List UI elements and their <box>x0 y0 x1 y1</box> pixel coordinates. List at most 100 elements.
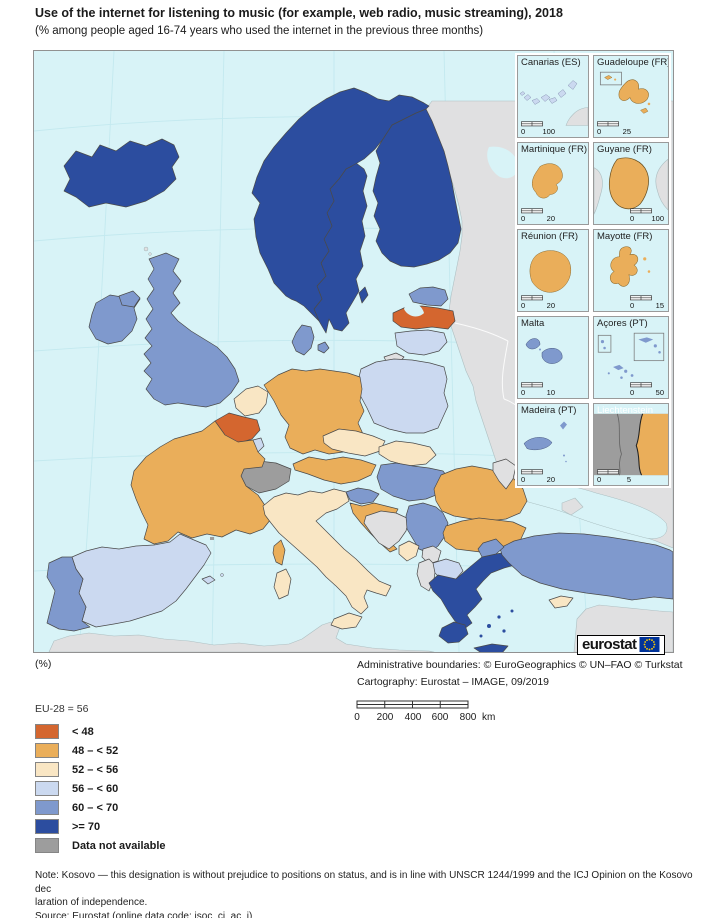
country-serbia <box>405 502 449 554</box>
country-montenegro <box>398 540 420 562</box>
inset-panel: Canarias (ES) 0 100 Guadeloupe (FR) <box>515 53 671 488</box>
country-estonia <box>408 286 449 307</box>
country-norway <box>251 87 430 322</box>
inset-map-guyane <box>594 157 668 215</box>
inset-label: Madeira (PT) <box>521 405 577 416</box>
country-finland <box>372 108 462 268</box>
legend-label: 48 – < 52 <box>72 744 119 757</box>
inset-scalebar: 0 10 <box>521 381 555 397</box>
sub-inset-box <box>597 334 612 353</box>
mayotte-main <box>609 246 639 287</box>
legend-label: < 48 <box>72 725 94 738</box>
gulf-of-riga <box>404 302 424 317</box>
greek-islands <box>479 609 514 638</box>
border-line <box>616 413 622 476</box>
inset-guyane: Guyane (FR) 0 100 <box>593 142 669 225</box>
country-austria <box>292 456 377 485</box>
credits-cartography: Cartography: Eurostat – IMAGE, 09/2019 <box>357 676 550 688</box>
country-united-kingdom <box>143 252 240 408</box>
inset-azores: Açores (PT) 0 50 <box>593 316 669 399</box>
inset-map-liechtenstein <box>594 413 668 476</box>
inset-scalebar: 0 20 <box>521 468 555 484</box>
legend-row: 48 – < 52 <box>35 741 166 760</box>
gozo <box>525 338 541 350</box>
country-iceland <box>63 138 180 208</box>
inset-map-canarias <box>519 80 588 126</box>
legend-row: >= 70 <box>35 817 166 836</box>
sub-inset-box <box>599 71 622 86</box>
inset-malta: Malta 0 10 <box>517 316 589 399</box>
footnotes: Note: Kosovo — this designation is witho… <box>35 869 705 918</box>
eurostat-logo: eurostat <box>577 635 666 655</box>
country-denmark <box>291 324 330 356</box>
inset-label: Mayotte (FR) <box>597 231 653 242</box>
legend-swatch <box>35 800 59 815</box>
europe-map: Canarias (ES) 0 100 Guadeloupe (FR) <box>33 50 674 653</box>
inset-mayotte: Mayotte (FR) 0 15 <box>593 229 669 312</box>
country-bosnia <box>363 510 410 550</box>
country-turkey <box>477 532 673 601</box>
scalebar-unit: km <box>482 712 496 723</box>
inset-map-martinique <box>532 163 563 199</box>
inset-reunion: Réunion (FR) 0 20 <box>517 229 589 312</box>
map-scalebar <box>356 700 469 709</box>
inset-scalebar: 0 50 <box>630 381 664 397</box>
note-line1: Note: Kosovo — this designation is witho… <box>35 870 693 895</box>
page-subtitle: (% among people aged 16-74 years who use… <box>35 25 484 37</box>
eu-flag-icon <box>639 637 660 652</box>
white-sea <box>487 146 519 179</box>
country-slovakia <box>378 440 437 467</box>
legend-label: >= 70 <box>72 820 101 833</box>
inset-label: Réunion (FR) <box>521 231 579 242</box>
country-cyprus <box>548 595 574 609</box>
legend: EU-28 = 56 < 48 48 – < 52 52 – < 56 56 –… <box>35 703 166 855</box>
country-netherlands <box>233 385 269 417</box>
islands-balearics <box>201 573 224 585</box>
martinique-main <box>532 163 563 199</box>
inset-scalebar: 0 15 <box>630 294 664 310</box>
inset-martinique: Martinique (FR) 0 20 <box>517 142 589 225</box>
map-scalebar-labels: 0 200 400 600 800 km <box>354 712 516 724</box>
scalebar-tick: 200 <box>376 712 394 723</box>
inset-scalebar: 0 100 <box>521 120 555 136</box>
inset-label: Guadeloupe (FR) <box>597 57 669 68</box>
island-sardinia <box>273 568 292 600</box>
inset-label: Martinique (FR) <box>521 144 587 155</box>
sub-inset-box <box>633 332 665 362</box>
legend-row: 52 – < 56 <box>35 760 166 779</box>
andorra <box>210 537 214 540</box>
country-greece <box>428 550 525 652</box>
legend-label: Data not available <box>72 839 166 852</box>
scalebar-tick: 600 <box>431 712 449 723</box>
border-line <box>635 413 644 476</box>
legend-row: Data not available <box>35 836 166 855</box>
inset-map-reunion <box>529 250 571 293</box>
malta-main <box>541 347 563 364</box>
island-sicily <box>330 612 363 630</box>
inset-label: Malta <box>521 318 545 329</box>
legend-label: 56 – < 60 <box>72 782 119 795</box>
country-slovenia <box>345 487 380 505</box>
inset-canarias: Canarias (ES) 0 100 <box>517 55 589 138</box>
page-title: Use of the internet for listening to mus… <box>35 6 563 20</box>
inset-scalebar: 0 25 <box>597 120 631 136</box>
guyane-main <box>608 157 649 210</box>
scalebar-tick: 400 <box>404 712 422 723</box>
legend-row: 60 – < 70 <box>35 798 166 817</box>
legend-label: 52 – < 56 <box>72 763 119 776</box>
inset-scalebar: 0 100 <box>630 207 664 223</box>
inset-map-madeira <box>523 421 567 463</box>
legend-swatch <box>35 743 59 758</box>
guadeloupe-main <box>618 79 649 104</box>
credits: Administrative boundaries: © EuroGeograp… <box>357 657 683 691</box>
black-sea <box>507 482 668 539</box>
legend-swatch <box>35 819 59 834</box>
legend-eu-average: EU-28 = 56 <box>35 703 89 715</box>
legend-swatch <box>35 724 59 739</box>
legend-label: 60 – < 70 <box>72 801 119 814</box>
inset-madeira: Madeira (PT) 0 20 <box>517 403 589 486</box>
austria-edge <box>636 413 668 476</box>
inset-map-azores <box>597 332 665 379</box>
